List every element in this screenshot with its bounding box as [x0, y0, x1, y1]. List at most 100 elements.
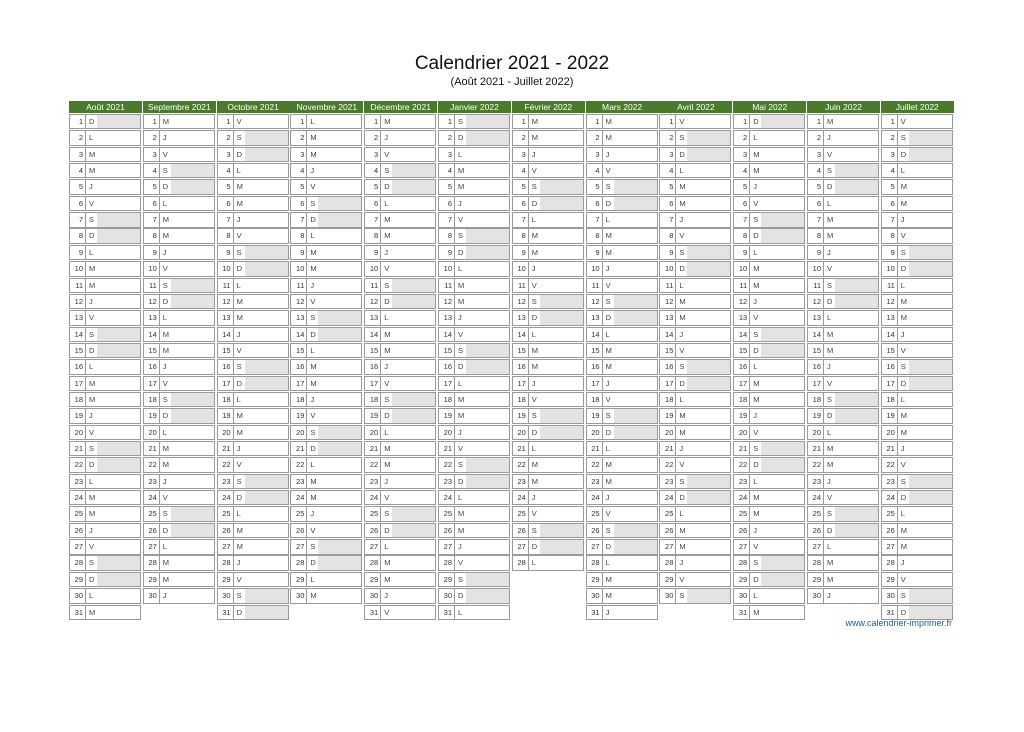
day-number: 23	[365, 474, 382, 489]
weekend-shade	[466, 589, 509, 603]
day-number: 9	[291, 245, 308, 260]
day-number: 25	[808, 507, 824, 521]
day-number: 10	[513, 262, 529, 276]
weekday-letter: M	[531, 247, 539, 257]
day-number: 14	[218, 327, 234, 341]
day-number: 18	[882, 392, 898, 407]
day-number: 20	[808, 425, 824, 440]
day-number: 2	[365, 131, 382, 145]
day-number: 25	[660, 507, 677, 521]
day-cell: 13 V	[69, 310, 141, 326]
day-cell: 26 D	[807, 522, 879, 539]
weekday-letter: M	[458, 182, 465, 192]
weekday-letter: V	[89, 427, 95, 437]
day-number: 17	[734, 376, 751, 391]
weekend-shade	[687, 491, 731, 505]
day-number: 12	[218, 294, 234, 309]
weekday-letter: M	[458, 394, 465, 404]
day-cell: 18 J	[290, 391, 363, 408]
day-cell: 16 J	[807, 359, 879, 375]
day-cell: 11 L	[659, 277, 732, 293]
day-number: 14	[587, 327, 603, 341]
weekday-letter: J	[753, 411, 757, 421]
weekday-letter: M	[162, 215, 170, 225]
day-number: 23	[882, 474, 898, 489]
day-number: 18	[291, 392, 308, 407]
day-cell: 30 J	[364, 588, 437, 604]
day-cell: 28 L	[585, 555, 658, 571]
weekday-letter: D	[89, 574, 95, 584]
weekday-letter: V	[162, 149, 168, 159]
weekend-shade	[761, 327, 805, 341]
weekday-letter: S	[605, 525, 611, 535]
weekday-letter: J	[162, 247, 167, 257]
weekday-letter: M	[753, 378, 760, 388]
day-number: 17	[808, 376, 824, 391]
month-header: Septembre 2021	[142, 101, 216, 113]
day-number: 12	[882, 294, 898, 309]
weekday-letter: M	[753, 149, 760, 159]
day-cell: 12 S	[511, 293, 584, 310]
day-number: 27	[291, 540, 308, 554]
weekday-letter: V	[310, 182, 316, 192]
weekday-letter: L	[236, 509, 241, 519]
day-number: 7	[660, 213, 677, 227]
website-link[interactable]: www.calendrier-imprimer.fr	[845, 618, 952, 628]
day-number: 2	[439, 131, 455, 145]
day-number: 30	[660, 589, 677, 603]
day-cell: 17 J	[585, 375, 658, 392]
month-column: Octobre 2021 1 V 2 S 3 D 4 L 5 M 6 M 7 J 8 V 9 S 10 D 11 L 12 M 1…	[216, 101, 290, 620]
day-number: 14	[365, 327, 382, 341]
weekday-letter: M	[310, 264, 317, 274]
day-cell: 13 L	[364, 310, 437, 326]
weekend-shade	[392, 409, 436, 423]
weekday-letter: S	[531, 296, 537, 306]
weekday-letter: S	[236, 247, 242, 257]
weekday-letter: J	[900, 444, 905, 453]
weekday-letter: M	[236, 182, 243, 192]
day-cell: 28 M	[364, 555, 437, 571]
weekday-letter: V	[236, 460, 242, 470]
day-cell: 27 M	[659, 539, 732, 555]
day-cell: 18 M	[733, 391, 806, 408]
day-number: 10	[70, 262, 86, 276]
weekday-letter: S	[236, 476, 242, 486]
day-cell: 13 D	[511, 310, 584, 326]
weekday-letter: M	[827, 345, 834, 355]
day-number: 26	[70, 523, 86, 538]
weekend-shade	[539, 523, 583, 538]
day-number: 12	[144, 294, 160, 309]
day-number: 8	[144, 229, 160, 243]
weekday-letter: L	[605, 444, 610, 453]
weekend-shade	[761, 556, 805, 570]
day-number: 6	[291, 196, 308, 211]
day-cell: 22 M	[511, 457, 584, 473]
day-number: 19	[513, 409, 529, 423]
weekend-shade	[244, 262, 288, 276]
weekday-letter: S	[458, 231, 464, 241]
day-number: 29	[734, 572, 751, 587]
day-cell: 31 D	[216, 604, 289, 620]
day-cell: 30 J	[807, 588, 879, 604]
day-cell: 24 J	[511, 490, 584, 506]
weekday-letter: S	[679, 133, 685, 143]
weekday-letter: M	[384, 574, 391, 584]
day-number: 9	[218, 245, 234, 260]
day-number: 23	[513, 474, 529, 489]
weekend-shade	[835, 278, 878, 292]
weekday-letter: M	[900, 313, 908, 323]
weekend-shade	[539, 425, 583, 440]
day-cell: 17 M	[733, 375, 806, 392]
day-cell: 21 L	[585, 441, 658, 457]
weekday-letter: V	[605, 280, 611, 290]
